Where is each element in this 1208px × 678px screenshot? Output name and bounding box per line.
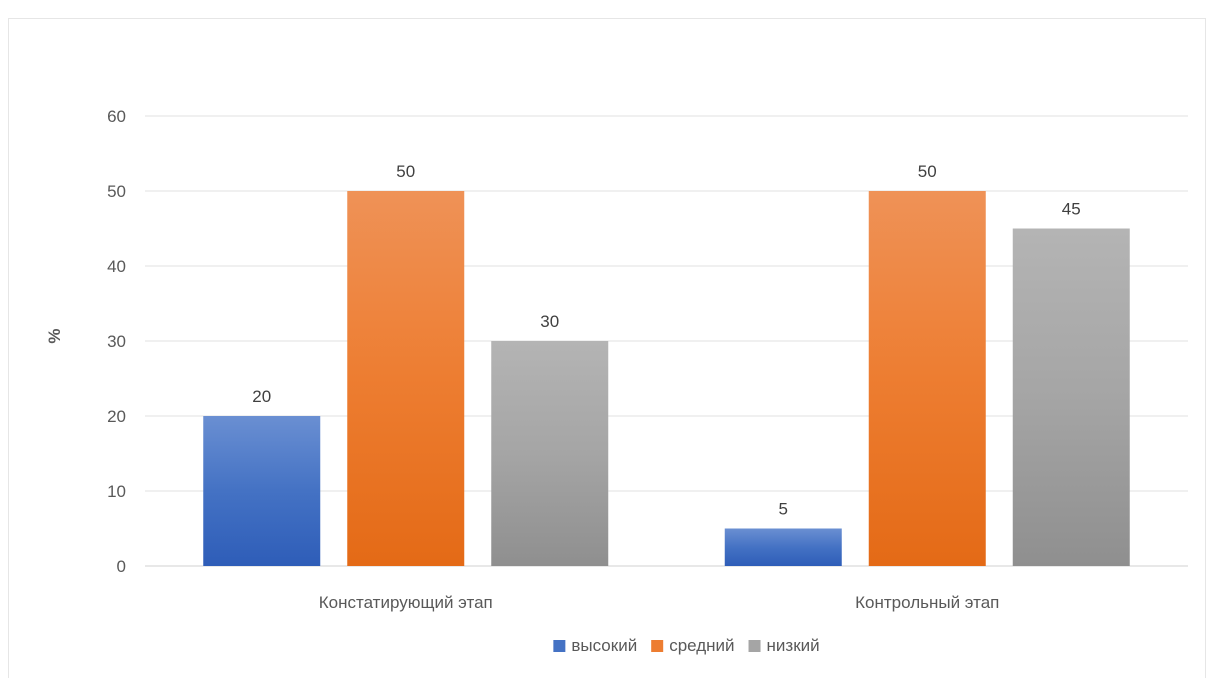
bar-высокий <box>724 528 842 566</box>
y-tick-label: 10 <box>107 482 126 501</box>
y-axis-title: % <box>45 328 64 343</box>
x-axis-category-labels: Констатирующий этап Контрольный этап <box>319 593 1000 612</box>
bars <box>203 191 1130 566</box>
x-category-label: Констатирующий этап <box>319 593 493 612</box>
data-label: 50 <box>396 162 415 181</box>
legend-label: высокий <box>571 636 637 655</box>
bar-средний <box>347 191 465 566</box>
bar-высокий <box>203 416 321 566</box>
y-tick-label: 40 <box>107 257 126 276</box>
y-tick-label: 50 <box>107 182 126 201</box>
data-label: 45 <box>1062 200 1081 219</box>
bar-низкий <box>1012 228 1130 566</box>
legend-label: средний <box>669 636 734 655</box>
y-tick-label: 30 <box>107 332 126 351</box>
legend-label: низкий <box>767 636 820 655</box>
data-label: 20 <box>252 387 271 406</box>
data-label: 5 <box>779 500 788 519</box>
data-label: 50 <box>918 162 937 181</box>
legend-swatch <box>748 640 761 652</box>
legend-swatch <box>553 640 566 652</box>
y-tick-label: 0 <box>117 557 126 576</box>
x-category-label: Контрольный этап <box>855 593 999 612</box>
y-tick-label: 60 <box>107 107 126 126</box>
y-tick-label: 20 <box>107 407 126 426</box>
bar-низкий <box>491 341 609 566</box>
y-axis-ticks: 0 10 20 30 40 50 60 <box>107 107 126 576</box>
bar-средний <box>868 191 986 566</box>
data-labels: 20 50 30 5 50 45 <box>252 162 1080 519</box>
legend: высокий средний низкий <box>553 636 820 655</box>
legend-swatch <box>651 640 664 652</box>
data-label: 30 <box>540 312 559 331</box>
chart-frame <box>8 18 1206 678</box>
